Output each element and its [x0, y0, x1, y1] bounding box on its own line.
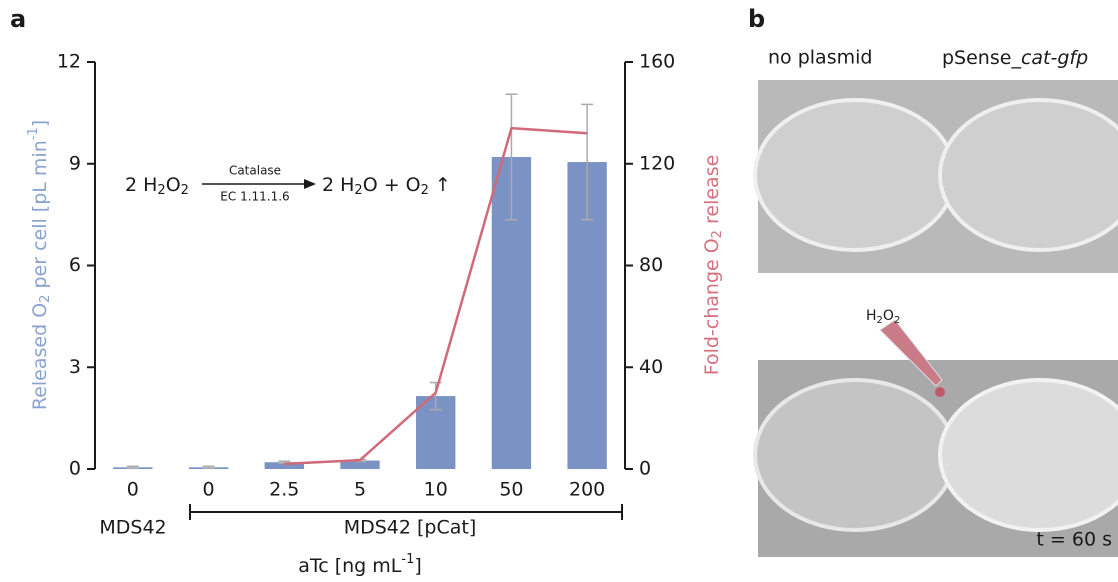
- label-part: ]: [29, 120, 51, 127]
- label-sub: 2: [894, 315, 900, 326]
- error-bar: [126, 465, 139, 470]
- label-part: per cell [pL min: [29, 140, 51, 294]
- eq-part: 2 H: [125, 174, 157, 196]
- y2-tick-label: 40: [639, 356, 663, 378]
- dish: [753, 378, 957, 532]
- x-axis-label: aTc [ng mL-1]: [298, 552, 422, 577]
- label-part: release: [701, 155, 723, 230]
- label-part: pSense_: [942, 47, 1021, 69]
- x-tick-label: 0: [127, 479, 139, 501]
- y-tick-label: 0: [69, 458, 81, 480]
- error-bar: [202, 465, 215, 470]
- eq-part: 2 H: [322, 174, 354, 196]
- error-bar: [581, 103, 594, 221]
- group-label: MDS42 [pCat]: [344, 517, 477, 539]
- dish: [938, 98, 1118, 252]
- label-sup: -1: [401, 552, 414, 567]
- photo-label: no plasmid: [768, 47, 872, 69]
- label-sub: 2: [877, 315, 883, 326]
- x-tick-label: 2.5: [269, 479, 299, 501]
- y2-tick-label: 160: [639, 51, 675, 73]
- label-part: Released O: [29, 303, 51, 410]
- error-bar: [505, 93, 518, 221]
- y2-tick-label: 120: [639, 152, 675, 174]
- label-part: aTc [ng mL: [298, 555, 402, 577]
- label-sub: 2: [38, 295, 53, 303]
- drop: [935, 387, 945, 397]
- group-label: MDS42: [99, 517, 166, 539]
- dish: [938, 378, 1118, 532]
- label-sub: 2: [710, 230, 725, 238]
- eq-part: O + O: [363, 174, 421, 196]
- eq-part: ↑: [429, 174, 451, 196]
- reaction-arrowhead: [304, 179, 316, 189]
- x-tick-label: 5: [354, 479, 366, 501]
- eq-sub: 2: [157, 183, 165, 198]
- y-tick-label: 12: [57, 51, 81, 73]
- label-part: O: [883, 308, 894, 324]
- label-part: cat-gfp: [1021, 47, 1088, 69]
- panel-label: b: [748, 5, 765, 33]
- enzyme-name: Catalase: [229, 164, 281, 178]
- y-axis-label: Released O2 per cell [pL min-1]: [26, 120, 53, 410]
- label-part: Fold-change O: [701, 238, 723, 375]
- dish: [753, 98, 957, 252]
- label-part: ]: [414, 555, 421, 577]
- eq-part: O: [166, 174, 181, 196]
- y2-tick-label: 80: [639, 254, 663, 276]
- eq-sub: 2: [181, 183, 189, 198]
- x-tick-label: 10: [424, 479, 448, 501]
- y2-tick-label: 0: [639, 458, 651, 480]
- y2-axis-label: Fold-change O2 release: [701, 155, 725, 376]
- enzyme-ec: EC 1.11.1.6: [220, 190, 289, 204]
- reagent-label: H2O2: [866, 308, 900, 326]
- panel-label: a: [10, 5, 26, 33]
- x-tick-label: 50: [499, 479, 523, 501]
- eq-sub: 2: [354, 183, 362, 198]
- line: [284, 126, 588, 466]
- label-part: H: [866, 308, 877, 324]
- equation-right: 2 H2O + O2 ↑: [322, 174, 451, 198]
- time-label: t = 60 s: [1036, 529, 1112, 551]
- y-tick-label: 3: [69, 356, 81, 378]
- x-tick-label: 0: [203, 479, 215, 501]
- y-tick-label: 9: [69, 152, 81, 174]
- y-tick-label: 6: [69, 254, 81, 276]
- photo-label: pSense_cat-gfp: [942, 47, 1088, 69]
- x-tick-label: 200: [569, 479, 605, 501]
- bar: [340, 460, 380, 469]
- bar: [264, 462, 304, 469]
- pipette: [879, 319, 943, 387]
- eq-sub: 2: [421, 183, 429, 198]
- equation-left: 2 H2O2: [125, 174, 189, 198]
- label-sup: -1: [26, 127, 41, 140]
